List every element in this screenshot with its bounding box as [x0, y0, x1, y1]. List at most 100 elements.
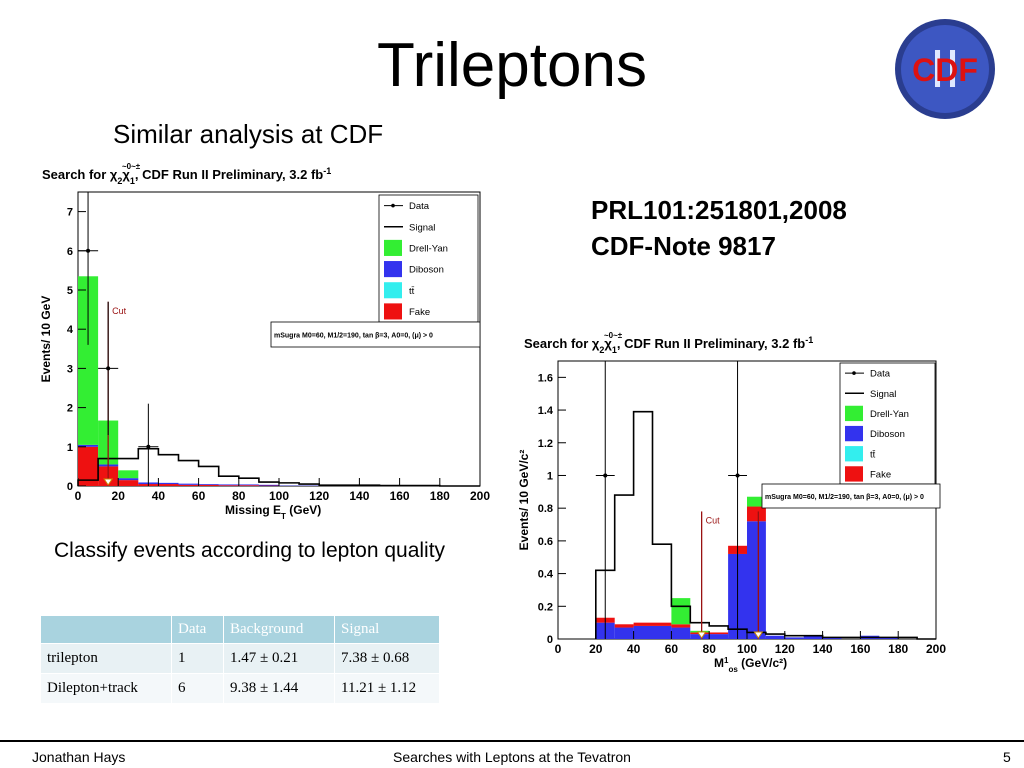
table-cell: 9.38 ± 1.44	[223, 673, 335, 704]
bar-fake	[118, 480, 139, 486]
legend-swatch	[384, 239, 402, 256]
table-cell: 11.21 ± 1.12	[334, 673, 440, 704]
y-tick-label: 6	[67, 246, 73, 258]
legend-swatch	[384, 261, 402, 278]
legend-swatch	[845, 425, 863, 442]
x-tick-label: 140	[813, 642, 833, 656]
table-header-cell: Signal	[334, 615, 440, 644]
bar-diboson	[258, 484, 279, 486]
bar-diboson	[218, 484, 239, 486]
legend-data-dot	[852, 371, 856, 375]
legend-label: Diboson	[870, 429, 905, 440]
x-tick-label: 140	[349, 489, 369, 503]
y-tick-label: 4	[67, 324, 74, 336]
y-axis-label: Events/ 10 GeV	[39, 296, 53, 383]
table-cell: trilepton	[40, 643, 172, 674]
legend-swatch	[384, 303, 402, 320]
legend-label: Fake	[870, 469, 891, 480]
y-tick-label: 1	[547, 470, 553, 482]
bar-diboson	[633, 625, 653, 639]
legend-label: tt̄	[409, 286, 415, 297]
y-tick-label: 0.4	[538, 569, 554, 581]
bar-fake	[238, 485, 259, 486]
logo-inner-disk	[901, 25, 989, 113]
legend-label: Signal	[409, 222, 435, 233]
table-cell: 1.47 ± 0.21	[223, 643, 335, 674]
y-tick-label: 3	[67, 363, 73, 375]
table-cell: 6	[171, 673, 224, 704]
x-tick-label: 60	[192, 489, 206, 503]
x-tick-label: 160	[390, 489, 410, 503]
annotation-box	[761, 483, 941, 509]
y-tick-label: 0.6	[538, 536, 553, 548]
y-tick-label: 1.4	[538, 405, 554, 417]
y-tick-label: 1.6	[538, 372, 553, 384]
x-tick-label: 80	[232, 489, 246, 503]
legend-label: Drell-Yan	[870, 409, 909, 420]
legend-label: Data	[870, 369, 891, 380]
y-tick-label: 2	[67, 403, 73, 415]
bar-diboson	[747, 521, 766, 639]
chart-title: Search for χ2χ1, CDF Run II Preliminary,…	[524, 335, 813, 355]
y-tick-label: 0	[547, 634, 553, 646]
x-tick-label: 160	[850, 642, 870, 656]
cut-arrow	[696, 631, 707, 639]
bar-fake	[747, 506, 766, 522]
footer-divider	[0, 740, 1024, 742]
x-tick-label: 0	[75, 489, 82, 503]
y-tick-label: 5	[67, 285, 73, 297]
bar-fake	[671, 624, 691, 628]
y-axis-label: Events/ 10 GeV/c²	[517, 450, 531, 551]
data-point	[146, 444, 151, 449]
chart-mos: Search for χ2χ1, CDF Run II Preliminary,…	[517, 331, 946, 674]
annotation-text: mSugra M0=60, M1/2=190, tan β=3, A0=0, (…	[765, 494, 924, 501]
bar-diboson	[158, 482, 179, 485]
bar-diboson	[614, 627, 634, 639]
cut-arrow	[753, 631, 764, 639]
cdf-logo: II CDF	[895, 19, 995, 119]
bar-fake	[614, 624, 634, 628]
x-tick-label: 120	[309, 489, 329, 503]
bar-diboson	[78, 444, 99, 447]
bar-fake	[633, 622, 653, 626]
y-tick-label: 0.2	[538, 601, 553, 613]
y-tick-label: 0.8	[538, 503, 553, 515]
cut-label: Cut	[706, 515, 721, 525]
data-point	[603, 473, 608, 478]
bar-fake	[709, 632, 729, 635]
bar-drellyan	[747, 496, 766, 507]
x-tick-label: 0	[555, 642, 562, 656]
x-tick-label: 100	[737, 642, 757, 656]
chart-missing-et: Search for χ2χ1, CDF Run II Preliminary,…	[39, 162, 490, 521]
reference-cdf-note: CDF-Note 9817	[591, 231, 776, 261]
bar-fake	[652, 622, 672, 626]
slide-title: Trileptons	[377, 31, 647, 100]
legend-swatch	[384, 282, 402, 299]
x-tick-label: 120	[775, 642, 795, 656]
bar-diboson	[671, 627, 691, 639]
slide-subtitle: Similar analysis at CDF	[113, 119, 384, 149]
table-header-cell: Background	[223, 615, 335, 644]
bar-fake	[198, 484, 219, 486]
legend-label: Drell-Yan	[409, 243, 448, 254]
table-header-row: Data Background Signal	[40, 615, 440, 644]
y-tick-label: 1	[67, 442, 73, 454]
yield-table: Data Background Signal trilepton 1 1.47 …	[40, 615, 440, 704]
annotation-box	[270, 321, 481, 348]
table-cell: Dilepton+track	[40, 673, 172, 704]
data-point	[106, 366, 111, 371]
legend-swatch	[845, 446, 863, 462]
x-tick-label: 80	[703, 642, 717, 656]
bar-diboson	[238, 484, 259, 486]
legend-label: Data	[409, 201, 430, 212]
page-number: 5	[1003, 749, 1011, 765]
annotation-text: mSugra M0=60, M1/2=190, tan β=3, A0=0, (…	[274, 333, 433, 340]
x-tick-label: 200	[470, 489, 490, 503]
chart-title-accent: ~0~±	[604, 331, 623, 340]
bar-diboson	[652, 625, 672, 639]
data-point	[735, 473, 740, 478]
bar-fake	[218, 485, 239, 486]
legend-data-dot	[391, 203, 395, 208]
x-tick-label: 180	[430, 489, 450, 503]
bar-diboson	[198, 484, 219, 485]
